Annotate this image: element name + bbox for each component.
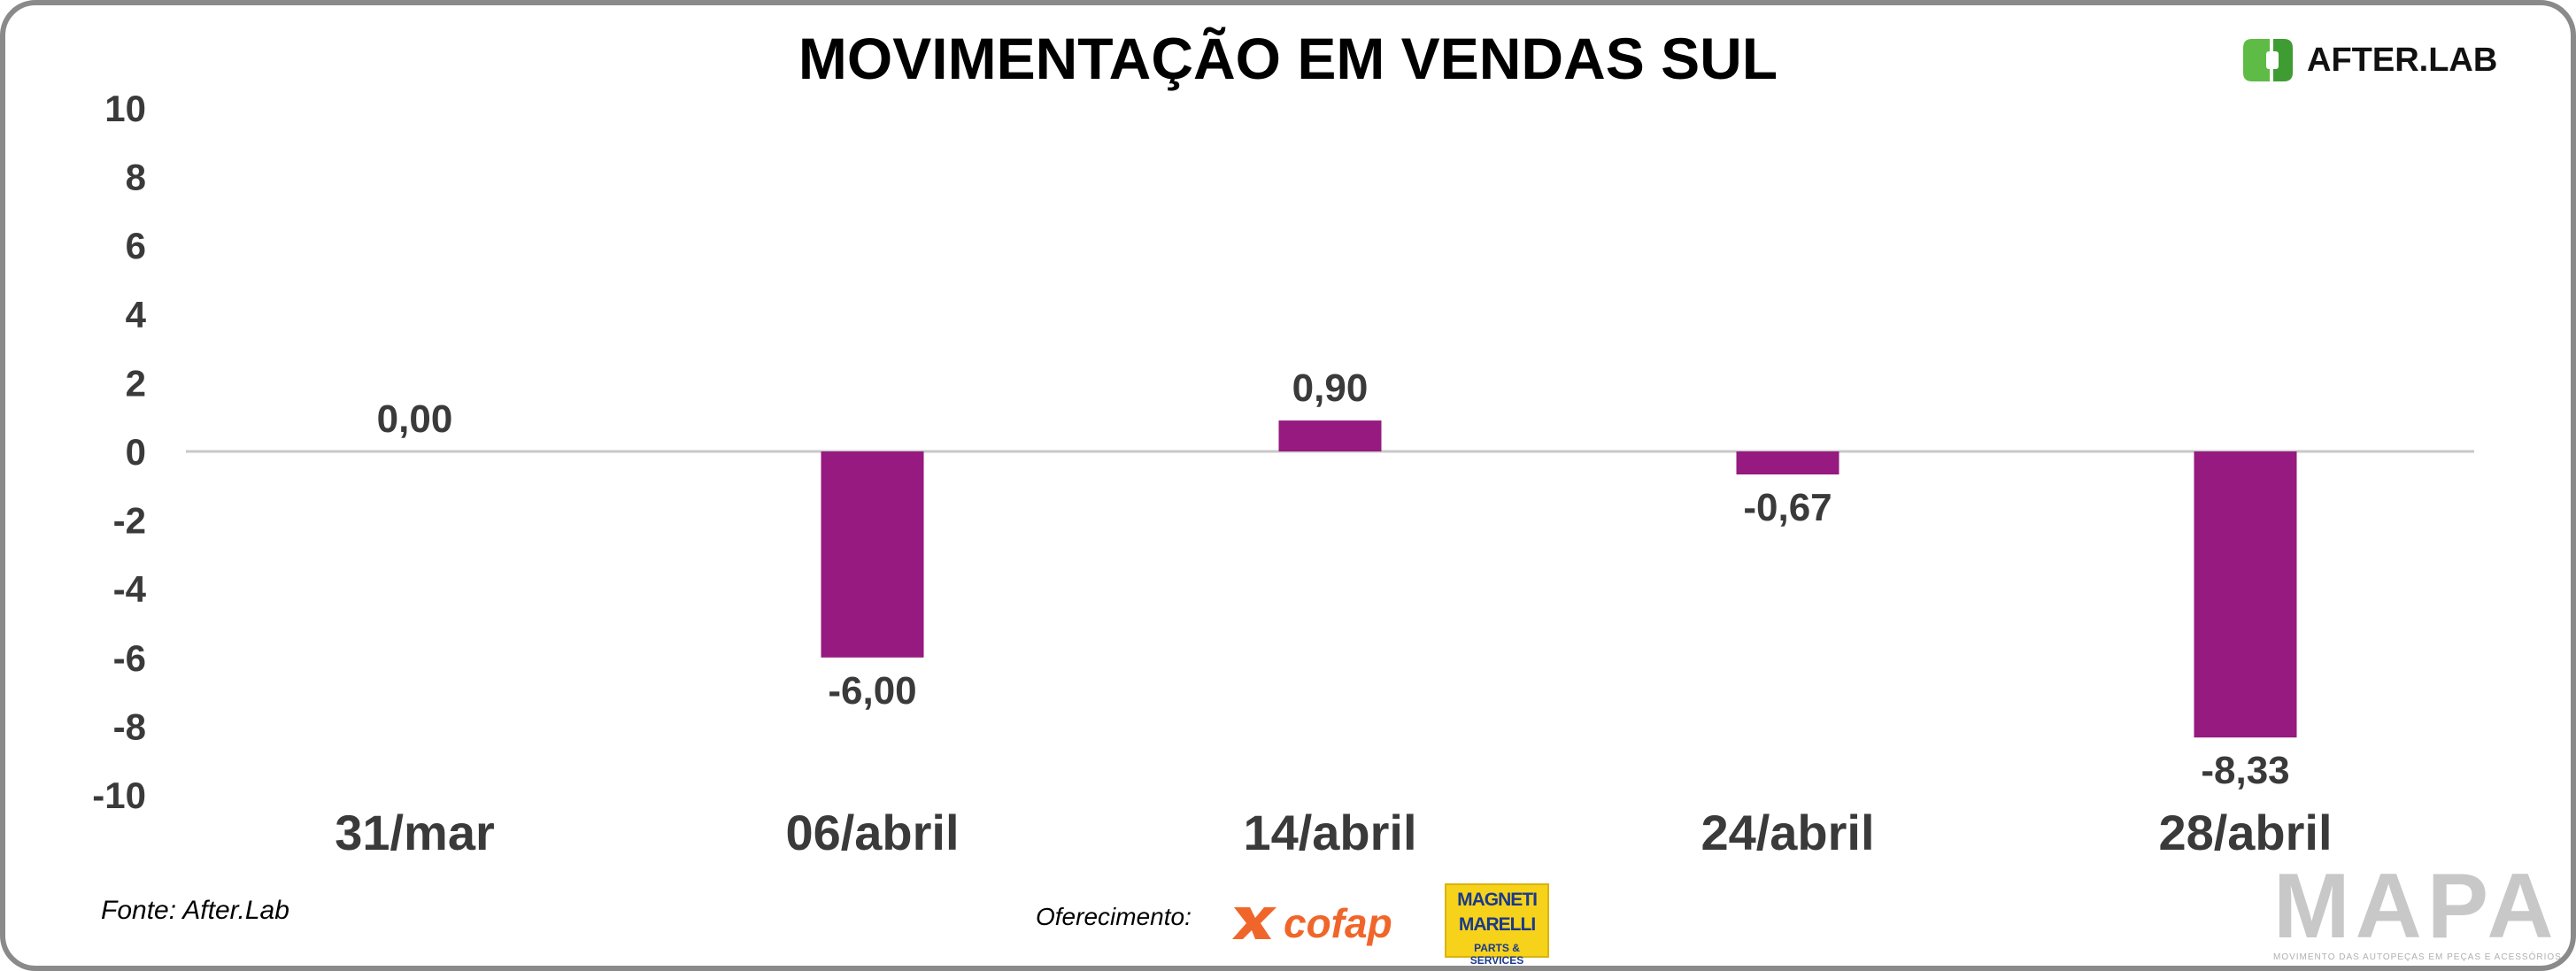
y-tick-label: -6: [113, 637, 146, 679]
bar: [821, 451, 924, 658]
data-label: 0,90: [1292, 366, 1369, 410]
y-tick-label: 0: [126, 431, 146, 473]
magneti-line2: MARELLI: [1458, 914, 1536, 935]
mapa-tagline: MOVIMENTO DAS AUTOPEÇAS EM PEÇAS E ACESS…: [2273, 952, 2562, 962]
x-axis: 31/mar 06/abril 14/abril 24/abril 28/abril: [335, 805, 2332, 860]
y-axis: 10 8 6 4 2 0 -2 -4 -6 -8 -10: [92, 88, 146, 816]
y-tick-label: 10: [104, 88, 146, 129]
mapa-logo: MAPA MOVIMENTO DAS AUTOPEÇAS EM PEÇAS E …: [2273, 855, 2562, 962]
y-tick-label: 2: [126, 362, 146, 404]
y-tick-label: -8: [113, 705, 146, 747]
afterlab-logo-icon: [2240, 35, 2296, 85]
chart-title: MOVIMENTAÇÃO EM VENDAS SUL: [798, 26, 1778, 91]
source-note: Fonte: After.Lab: [101, 896, 289, 925]
cofap-logo: cofap: [1232, 899, 1392, 947]
bar: [1278, 420, 1382, 451]
data-labels: 0,00 -6,00 0,90 -0,67 -8,33: [377, 366, 2290, 792]
magneti-line1: MAGNETI: [1457, 890, 1538, 910]
bars: [821, 420, 2297, 738]
data-label: 0,00: [377, 397, 453, 441]
data-label: -0,67: [1743, 486, 1832, 529]
x-tick-label: 28/abril: [2158, 805, 2332, 860]
sponsor-label: Oferecimento:: [1036, 903, 1192, 930]
y-tick-label: -2: [113, 500, 146, 542]
x-tick-label: 14/abril: [1243, 805, 1416, 860]
bar: [2194, 451, 2297, 738]
magneti-marelli-logo: MAGNETI MARELLI PARTS & SERVICES: [1445, 883, 1549, 967]
x-tick-label: 06/abril: [785, 805, 959, 860]
cofap-x-icon: [1232, 907, 1276, 939]
data-label: -8,33: [2201, 749, 2289, 792]
bar: [1736, 451, 1839, 474]
afterlab-logo: AFTER.LAB: [2240, 34, 2497, 87]
afterlab-logo-text: AFTER.LAB: [2307, 41, 2498, 79]
y-tick-label: -4: [113, 568, 147, 610]
y-tick-label: 8: [126, 157, 146, 198]
x-tick-label: 24/abril: [1701, 805, 1874, 860]
mapa-logo-text: MAPA: [2273, 855, 2559, 958]
cofap-logo-text: cofap: [1284, 900, 1392, 946]
x-tick-label: 31/mar: [335, 805, 495, 860]
y-tick-label: -10: [92, 774, 146, 816]
data-label: -6,00: [828, 669, 916, 713]
magneti-line3: PARTS & SERVICES: [1469, 942, 1524, 967]
y-tick-label: 4: [126, 294, 147, 335]
y-tick-label: 6: [126, 225, 146, 266]
